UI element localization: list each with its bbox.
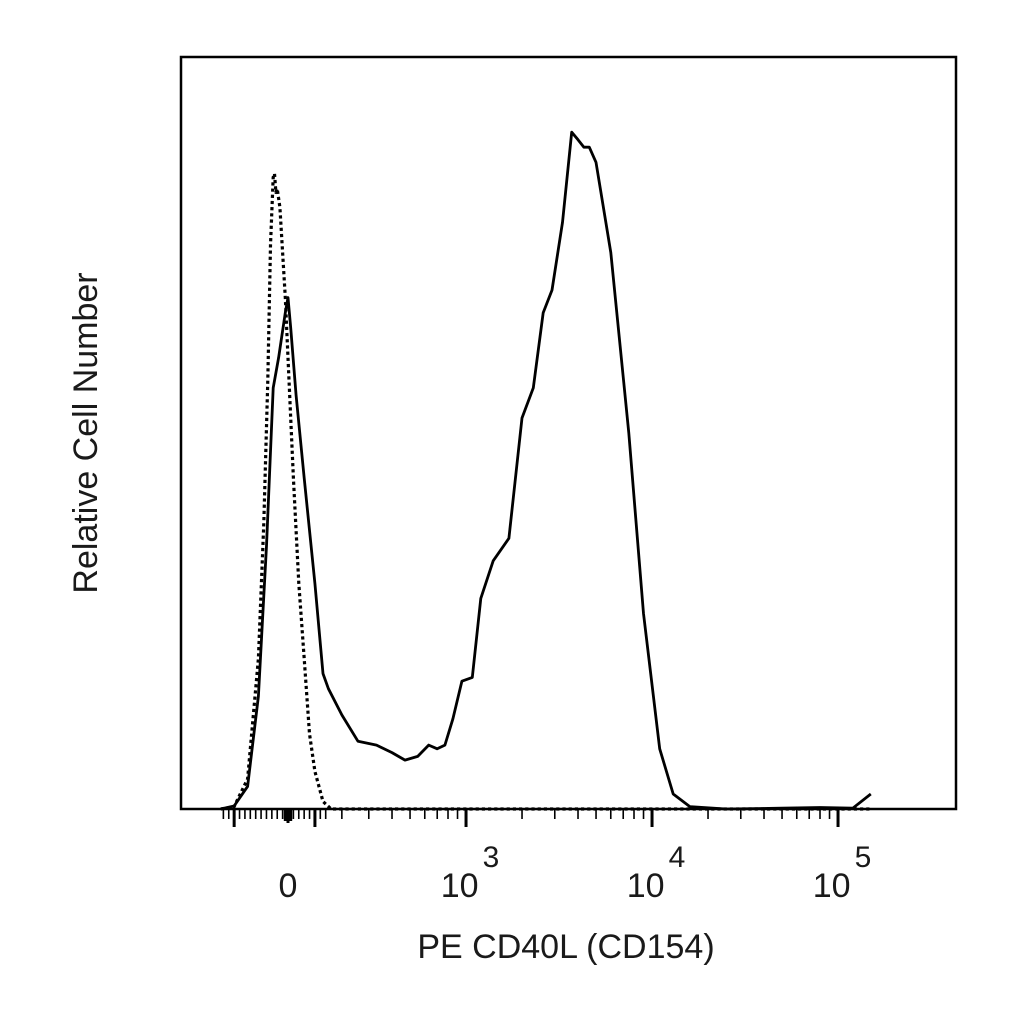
x-tick-label: 104 <box>627 841 686 905</box>
x-axis-tick-labels: 0 103 104 105 <box>279 841 872 905</box>
x-axis-ticks <box>222 809 840 827</box>
series-group <box>220 130 872 811</box>
control-histogram-line <box>220 172 871 811</box>
x-tick-label: 105 <box>813 841 872 905</box>
plot-frame <box>179 55 958 811</box>
x-tick-label: 103 <box>441 841 500 905</box>
y-axis-title: Relative Cell Number <box>67 272 105 593</box>
x-axis-title: PE CD40L (CD154) <box>417 928 714 966</box>
stained-histogram-line <box>220 130 872 811</box>
x-tick-label: 0 <box>279 867 298 905</box>
